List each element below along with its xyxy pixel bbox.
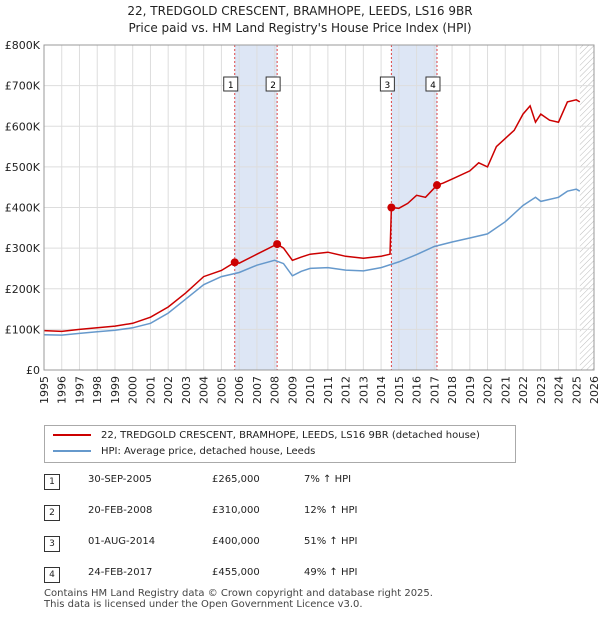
sale-hpi-change: 12% ↑ HPI (304, 505, 358, 516)
x-tick-label: 1998 (91, 376, 104, 404)
legend-swatch-hpi (53, 450, 91, 452)
legend-item-property: 22, TREDGOLD CRESCENT, BRAMHOPE, LEEDS, … (53, 428, 480, 444)
sale-marker-box (379, 76, 395, 92)
x-tick-label: 2020 (482, 376, 495, 404)
hpi-series-line (43, 188, 581, 336)
sale-hpi-change: 7% ↑ HPI (304, 474, 352, 485)
sale-price: £455,000 (212, 567, 260, 578)
x-tick-label: 2007 (251, 376, 264, 404)
x-tick-label: 2018 (446, 376, 459, 404)
y-tick-label: £0 (26, 364, 40, 377)
sale-number-badge: 3 (44, 536, 60, 552)
x-tick-label: 1999 (109, 376, 122, 404)
sale-hpi-change: 51% ↑ HPI (304, 536, 358, 547)
legend-item-hpi: HPI: Average price, detached house, Leed… (53, 444, 315, 460)
sale-number-badge: 1 (44, 474, 60, 490)
x-tick-label: 2016 (411, 376, 424, 404)
x-tick-label: 1995 (38, 376, 51, 404)
sale-row: 2 20-FEB-2008 £310,000 12% ↑ HPI (44, 503, 444, 523)
y-tick-label: £500K (5, 161, 41, 174)
chart-legend: 22, TREDGOLD CRESCENT, BRAMHOPE, LEEDS, … (44, 425, 516, 463)
footer-line: This data is licensed under the Open Gov… (44, 599, 363, 610)
price-chart: 22, TREDGOLD CRESCENT, BRAMHOPE, LEEDS, … (5, 4, 600, 404)
sale-date: 01-AUG-2014 (88, 536, 156, 547)
sale-row: 4 24-FEB-2017 £455,000 49% ↑ HPI (44, 565, 444, 585)
x-tick-label: 2005 (215, 376, 228, 404)
x-tick-label: 2015 (393, 376, 406, 404)
sale-marker-label: 1 (228, 81, 234, 91)
sale-point (387, 203, 396, 212)
x-tick-label: 2009 (286, 376, 299, 404)
sale-marker-box (265, 76, 281, 92)
y-tick-label: £600K (5, 120, 41, 133)
x-tick-label: 2011 (322, 376, 335, 404)
sale-hpi-change: 49% ↑ HPI (304, 567, 358, 578)
x-tick-label: 2000 (127, 376, 140, 404)
x-tick-label: 2026 (588, 376, 600, 404)
x-tick-label: 2024 (553, 376, 566, 404)
y-tick-label: £800K (5, 39, 41, 52)
x-tick-label: 2019 (464, 376, 477, 404)
x-tick-label: 2006 (233, 376, 246, 404)
sale-marker-label: 3 (385, 81, 391, 91)
legend-label-property: 22, TREDGOLD CRESCENT, BRAMHOPE, LEEDS, … (101, 430, 480, 441)
sale-row: 1 30-SEP-2005 £265,000 7% ↑ HPI (44, 472, 444, 492)
legend-label-hpi: HPI: Average price, detached house, Leed… (101, 446, 316, 457)
sale-number-badge: 2 (44, 505, 60, 521)
y-tick-label: £300K (5, 242, 41, 255)
x-tick-label: 2023 (535, 376, 548, 404)
x-tick-label: 2025 (570, 376, 583, 404)
x-tick-label: 2012 (340, 376, 353, 404)
x-tick-label: 2010 (304, 376, 317, 404)
x-tick-label: 2002 (162, 376, 175, 404)
sale-date: 30-SEP-2005 (88, 474, 152, 485)
x-tick-label: 2008 (269, 376, 282, 404)
sale-price: £265,000 (212, 474, 260, 485)
x-tick-label: 2001 (144, 376, 157, 404)
x-tick-label: 2014 (375, 376, 388, 404)
sale-marker-label: 2 (270, 81, 276, 91)
sale-date: 24-FEB-2017 (88, 567, 153, 578)
footer-line: Contains HM Land Registry data © Crown c… (44, 588, 433, 599)
x-tick-label: 2013 (357, 376, 370, 404)
sale-marker-box (223, 76, 239, 92)
chart-title: 22, TREDGOLD CRESCENT, BRAMHOPE, LEEDS, … (127, 4, 472, 18)
sale-marker-box (425, 76, 441, 92)
x-tick-label: 2022 (517, 376, 530, 404)
y-tick-label: £400K (5, 202, 41, 215)
y-tick-label: £700K (5, 80, 41, 93)
sale-point (230, 258, 239, 267)
x-tick-label: 1997 (73, 376, 86, 404)
sale-marker-label: 4 (430, 81, 436, 91)
y-tick-label: £200K (5, 283, 41, 296)
y-tick-label: £100K (5, 323, 41, 336)
sale-row: 3 01-AUG-2014 £400,000 51% ↑ HPI (44, 534, 444, 554)
x-tick-label: 2003 (180, 376, 193, 404)
sale-date: 20-FEB-2008 (88, 505, 153, 516)
footer-credit: Contains HM Land Registry data © Crown c… (44, 588, 433, 610)
x-tick-label: 2004 (198, 376, 211, 404)
property-series-line (43, 99, 581, 333)
legend-swatch-property (53, 434, 91, 436)
x-tick-label: 1996 (56, 376, 69, 404)
sale-point (432, 181, 441, 190)
chart-subtitle: Price paid vs. HM Land Registry's House … (128, 21, 471, 35)
x-tick-label: 2021 (499, 376, 512, 404)
sale-point (273, 240, 282, 249)
x-tick-label: 2017 (428, 376, 441, 404)
sale-price: £400,000 (212, 536, 260, 547)
sale-price: £310,000 (212, 505, 260, 516)
sale-number-badge: 4 (44, 567, 60, 583)
plot-frame (43, 44, 595, 371)
